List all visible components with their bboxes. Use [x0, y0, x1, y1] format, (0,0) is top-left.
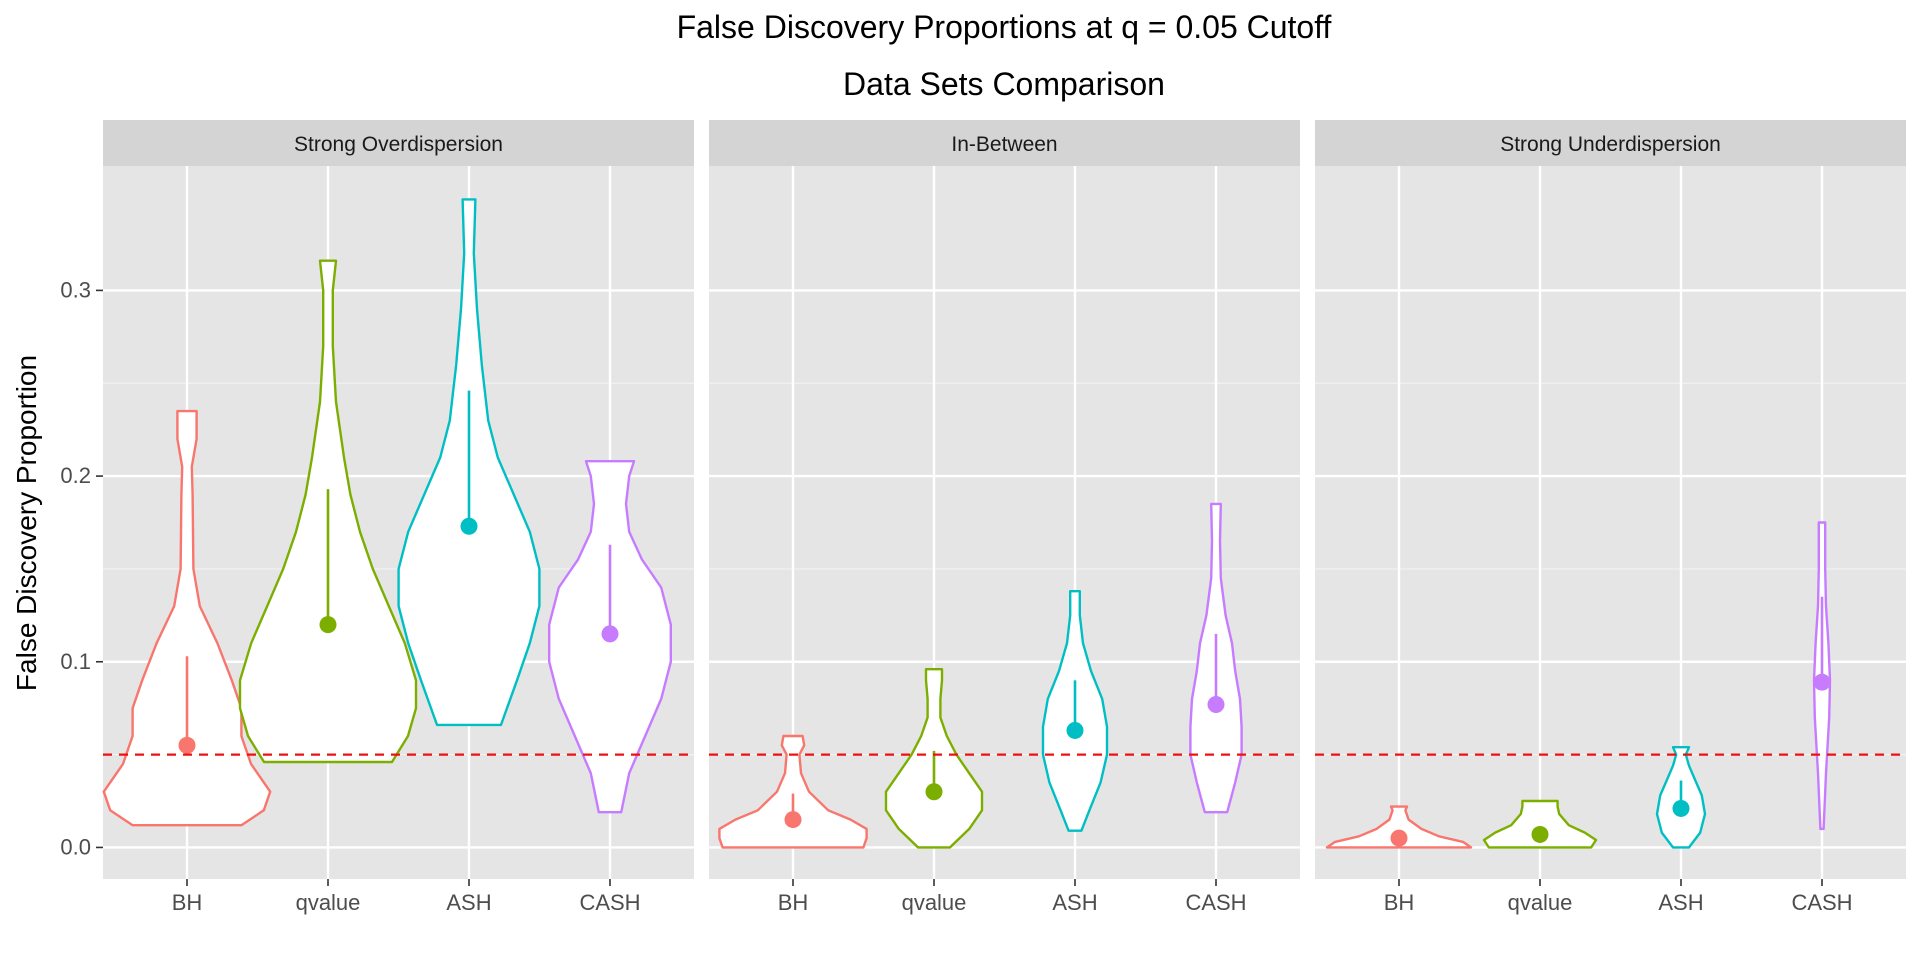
- mean-point-ash: [1066, 721, 1084, 739]
- mean-point-ash: [1672, 799, 1690, 817]
- mean-point-qvalue: [925, 783, 943, 801]
- x-tick-label: CASH: [1185, 890, 1246, 915]
- x-tick-label: qvalue: [902, 890, 967, 915]
- y-tick-label: 0.0: [60, 834, 91, 859]
- mean-point-ash: [460, 517, 478, 535]
- x-tick-label: BH: [778, 890, 809, 915]
- violin-bh: [1325, 805, 1473, 849]
- violin-bh: [102, 409, 272, 827]
- x-tick-label: BH: [1384, 890, 1415, 915]
- y-tick-label: 0.3: [60, 277, 91, 302]
- facet-strip: [709, 120, 1300, 166]
- y-axis: 0.0 0.1 0.2 0.3: [60, 277, 103, 859]
- mean-point-cash: [1207, 695, 1225, 713]
- facet-panel: Strong Underdispersion BH qvalue ASH CASH: [1315, 120, 1906, 915]
- y-tick-label: 0.1: [60, 649, 91, 674]
- x-tick-label: ASH: [446, 890, 491, 915]
- panel-background: [1315, 166, 1906, 879]
- x-tick-label: ASH: [1658, 890, 1703, 915]
- mean-point-qvalue: [1531, 825, 1549, 843]
- violin-qvalue: [1482, 799, 1598, 849]
- mean-point-cash: [601, 625, 619, 643]
- facet-label: Strong Underdispersion: [1500, 133, 1721, 156]
- mean-point-qvalue: [319, 616, 337, 634]
- facet-panel: In-Between BH qvalue ASH CASH: [709, 120, 1300, 915]
- x-tick-label: ASH: [1052, 890, 1097, 915]
- chart-title: False Discovery Proportions at q = 0.05 …: [677, 9, 1332, 45]
- x-tick-label: CASH: [579, 890, 640, 915]
- facet-panel: Strong Overdispersion BH qvalue ASH CASH: [102, 120, 694, 915]
- x-tick-label: BH: [172, 890, 203, 915]
- facet-strip: [1315, 120, 1906, 166]
- mean-point-bh: [1390, 829, 1408, 847]
- y-axis-title: False Discovery Proportion: [11, 355, 42, 691]
- mean-point-bh: [784, 811, 802, 829]
- x-tick-label: qvalue: [296, 890, 361, 915]
- facet-strip: [103, 120, 694, 166]
- mean-point-cash: [1813, 673, 1831, 691]
- facet-label: In-Between: [951, 133, 1057, 156]
- x-tick-label: qvalue: [1508, 890, 1573, 915]
- violin-bh: [718, 734, 868, 849]
- chart-subtitle: Data Sets Comparison: [843, 66, 1165, 102]
- y-tick-label: 0.2: [60, 463, 91, 488]
- facet-label: Strong Overdispersion: [294, 133, 503, 156]
- x-tick-label: CASH: [1791, 890, 1852, 915]
- mean-point-bh: [178, 736, 196, 754]
